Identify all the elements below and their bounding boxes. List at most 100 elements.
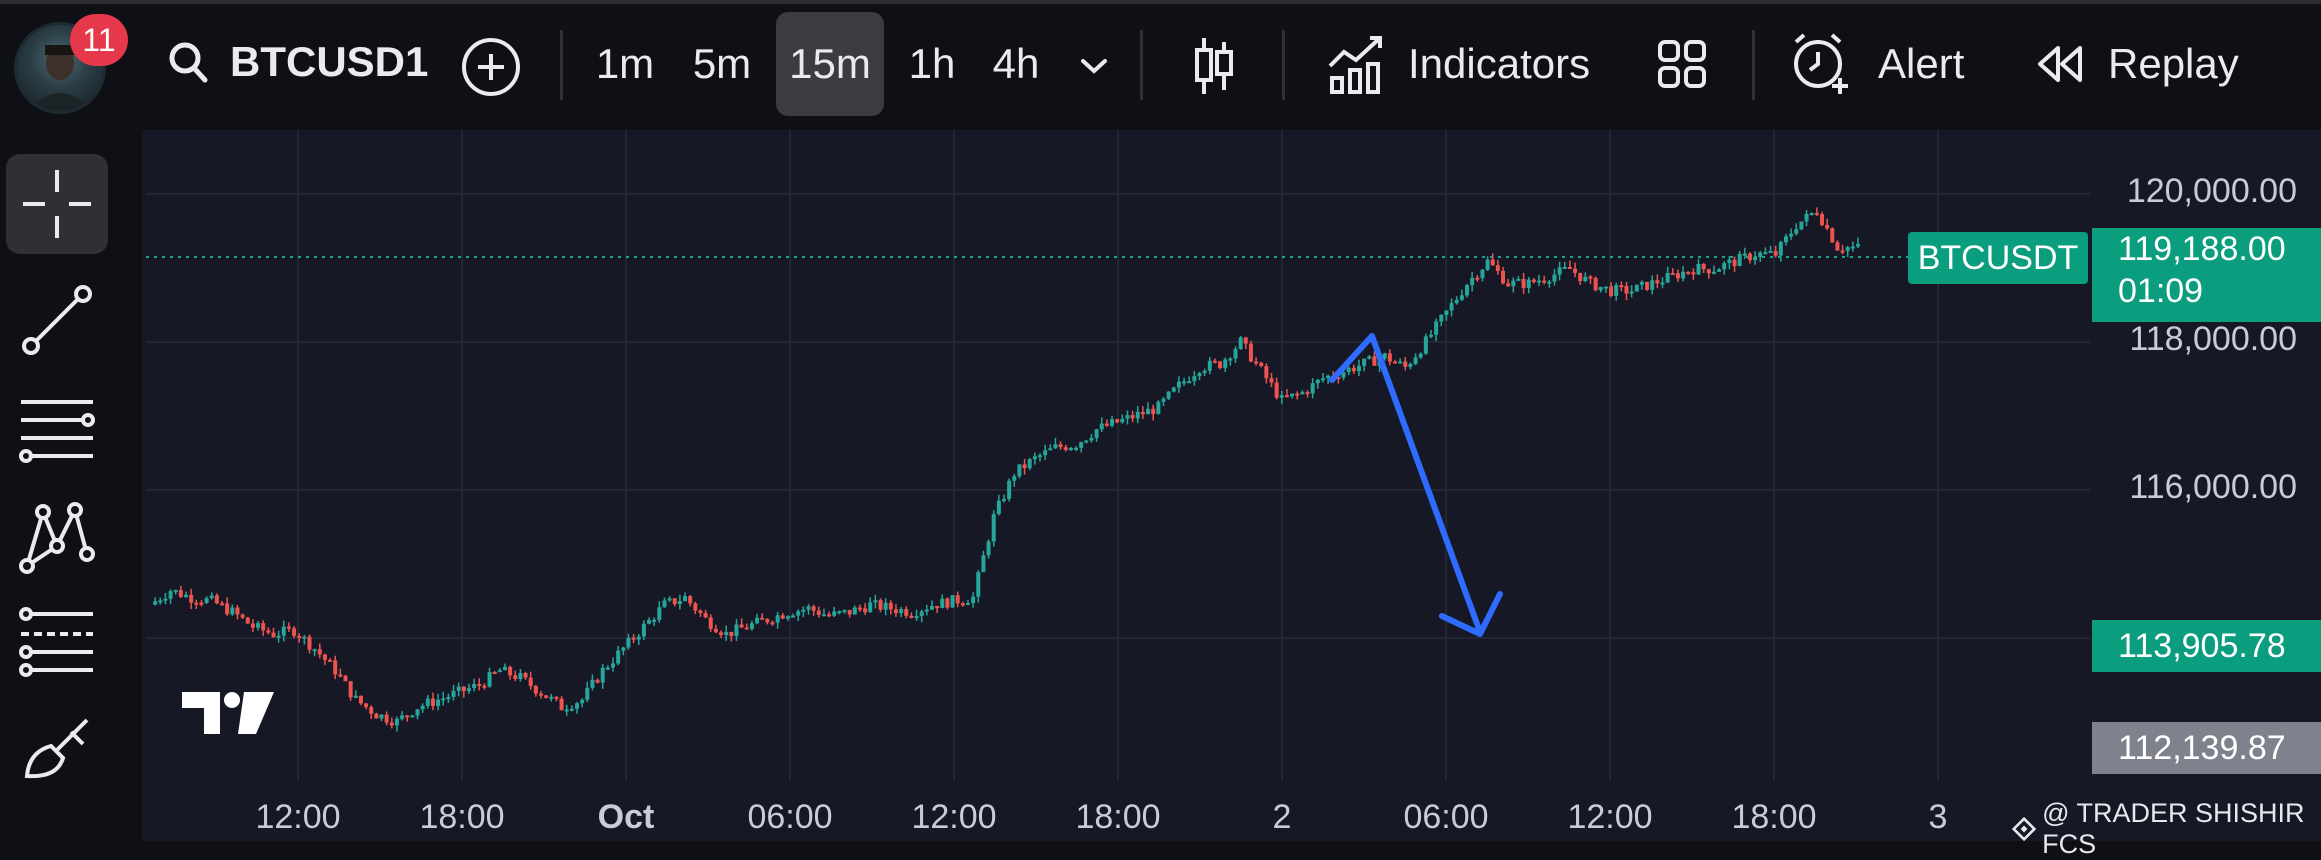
candle-body	[657, 607, 662, 620]
last-price-box: 119,188.00 01:09	[2092, 228, 2321, 322]
blue-arrow-annotation[interactable]	[1329, 333, 1503, 637]
candle-body	[1465, 285, 1470, 296]
candle-body	[950, 595, 955, 608]
candle-body	[775, 615, 780, 623]
candle-body	[333, 660, 338, 675]
candle-body	[1845, 247, 1850, 251]
candle-body	[842, 609, 847, 612]
candle-body	[1197, 373, 1202, 377]
timeframe-15m[interactable]: 15m	[776, 12, 884, 116]
candle-body	[1423, 336, 1428, 354]
candlestick-chart-icon[interactable]	[1190, 34, 1238, 98]
candle-body	[1171, 387, 1176, 392]
candle-body	[153, 601, 158, 605]
candle-body	[250, 623, 255, 628]
timeframe-1h[interactable]: 1h	[908, 40, 956, 87]
candle-body	[1130, 415, 1135, 419]
time-axis-label: Oct	[597, 798, 655, 836]
candle-body	[1161, 398, 1166, 402]
candle-body	[322, 654, 327, 660]
candle-body	[1763, 252, 1768, 255]
candle-body	[893, 609, 898, 614]
candle-body	[1619, 285, 1624, 288]
candle-body	[1387, 353, 1392, 362]
candle-body	[945, 598, 950, 608]
candle-body	[1747, 253, 1752, 261]
candle-body	[1439, 315, 1444, 322]
candle-body	[1562, 267, 1567, 270]
symbol-search-button[interactable]: BTCUSD1	[230, 38, 429, 85]
candle-body	[935, 605, 940, 609]
candle-body	[1228, 358, 1233, 361]
candle-body	[1645, 281, 1650, 290]
timeframe-5m[interactable]: 5m	[692, 40, 752, 87]
candle-body	[847, 609, 852, 615]
candle-body	[909, 615, 914, 618]
candle-body	[281, 626, 286, 636]
candle-body	[1567, 267, 1572, 270]
candle-body	[1110, 419, 1115, 426]
candle-body	[1269, 378, 1274, 383]
timeframe-4h[interactable]: 4h	[992, 40, 1040, 87]
chevron-down-icon[interactable]	[1076, 48, 1112, 84]
toolbar-divider	[1282, 30, 1285, 100]
candle-body	[1506, 283, 1511, 287]
candle-body	[1722, 263, 1727, 270]
indicators-button[interactable]: Indicators	[1408, 40, 1591, 87]
candle-body	[1048, 448, 1053, 451]
candle-body	[1099, 423, 1104, 430]
candle-body	[1418, 353, 1423, 358]
candle-body	[1573, 268, 1578, 273]
candle-body	[1212, 360, 1217, 363]
layout-grid-icon[interactable]	[1656, 38, 1708, 90]
brush-tool-button[interactable]	[6, 696, 108, 796]
candle-body	[1295, 393, 1300, 396]
candle-body	[1218, 361, 1223, 369]
crosshair-tool-button[interactable]	[6, 154, 108, 254]
crosshair-icon	[23, 170, 91, 238]
fib-retracement-tool-button[interactable]	[6, 590, 108, 690]
candle-body	[1742, 253, 1747, 256]
alarm-clock-icon[interactable]	[1790, 30, 1852, 96]
trend-line-tool-button[interactable]	[6, 270, 108, 370]
candle-body	[878, 600, 883, 610]
candle-body	[765, 619, 770, 623]
timeframe-1m[interactable]: 1m	[595, 40, 655, 87]
candle-body	[538, 693, 543, 696]
candle-body	[1773, 250, 1778, 256]
candle-body	[713, 628, 718, 633]
candle-body	[1151, 408, 1156, 415]
candle-body	[1279, 395, 1284, 398]
candle-body	[996, 500, 1001, 515]
candle-body	[554, 696, 559, 699]
candle-body	[1840, 250, 1845, 253]
candle-body	[1290, 393, 1295, 397]
candle-body	[1156, 401, 1161, 415]
candle-body	[235, 607, 240, 615]
candle-body	[1799, 221, 1804, 230]
price-chart[interactable]	[0, 0, 2321, 841]
candle-body	[1444, 310, 1449, 316]
replay-button[interactable]: Replay	[2108, 40, 2239, 87]
horizontal-lines-tool-button[interactable]	[6, 378, 108, 478]
pattern-tool-button[interactable]	[6, 486, 108, 586]
alert-button[interactable]: Alert	[1878, 40, 1965, 87]
candle-body	[1248, 343, 1253, 362]
search-icon[interactable]	[168, 38, 208, 86]
candle-body	[261, 623, 266, 631]
candle-body	[940, 598, 945, 609]
candle-body	[1392, 361, 1397, 364]
candle-body	[914, 615, 919, 618]
candle-body	[549, 696, 554, 699]
candle-body	[1783, 236, 1788, 243]
binance-icon	[2012, 816, 2037, 842]
candle-body	[436, 699, 441, 706]
candle-body	[194, 602, 199, 605]
candle-body	[1012, 476, 1017, 481]
candle-body	[1804, 213, 1809, 222]
add-symbol-button[interactable]	[460, 36, 522, 98]
candle-body	[225, 603, 230, 615]
rewind-icon[interactable]	[2036, 44, 2084, 84]
indicators-icon[interactable]	[1326, 30, 1386, 96]
candle-body	[652, 619, 657, 622]
